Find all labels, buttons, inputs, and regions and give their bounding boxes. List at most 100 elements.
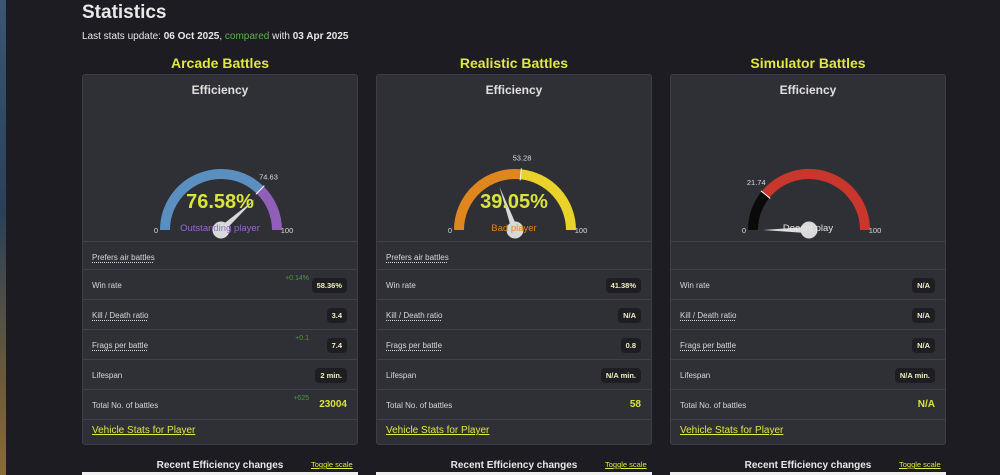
gauge-arc-above-reference [520,169,576,231]
frags-value: N/A [912,338,935,353]
kd-label[interactable]: Kill / Death ratio [680,311,737,320]
efficiency-card: Efficiency 21.74 0 100 Doesnt play Win rat… [670,74,946,445]
win-rate-row: Win rate N/A [671,269,945,299]
player-rating: Doesnt play [782,223,834,234]
update-prefix: Last stats update: [82,31,164,42]
simulator-column: Simulator Battles Efficiency 21.74 0 100 D… [670,54,946,445]
frags-label[interactable]: Frags per battle [92,341,149,350]
gauge-reference-label: 21.74 [747,178,766,187]
frags-label[interactable]: Frags per battle [680,341,737,350]
link-row [83,419,357,449]
kd-row: Kill / Death ratio N/A [377,299,651,329]
toggle-scale-link[interactable]: Toggle scale [899,460,941,469]
gauge-arc-above-reference [256,186,282,231]
frags-value: 7.4 [326,338,347,353]
lifespan-label: Lifespan [386,371,417,380]
prefers-row [671,241,945,269]
gauge-arc-below-reference [748,191,770,231]
gauge-reference-label: 74.63 [259,172,278,181]
win-rate-value: 58.36% [311,278,347,293]
efficiency-gauge: 74.63 0 100 [154,169,294,239]
vehicle-stats-link[interactable]: Vehicle Stats for Player [386,425,490,436]
gauge-arc-below-reference [454,169,522,231]
win-rate-label: Win rate [92,281,122,290]
compared-label: compared [224,31,270,42]
prefers-row: Prefers air battles [377,241,651,269]
battles-row: Total No. of battles +625 23004 [83,389,357,419]
compare-date: 03 Apr 2025 [292,31,349,42]
frags-label[interactable]: Frags per battle [386,341,443,350]
link-row [377,419,651,449]
toggle-scale-link[interactable]: Toggle scale [605,460,647,469]
recent-efficiency-title: Recent Efficiency changes [744,460,872,471]
frags-row: Frags per battle 0.8 [377,329,651,359]
toggle-scale-link[interactable]: Toggle scale [311,460,353,469]
efficiency-percent: 39.05% [480,191,548,213]
battles-delta: +625 [293,395,309,402]
stats-list: Win rate N/A Kill / Death ratio N/A Frag… [671,241,945,449]
kd-label[interactable]: Kill / Death ratio [386,311,443,320]
battles-row: Total No. of battles 58 [377,389,651,419]
gauge-min-label: 0 [448,226,452,235]
recent-efficiency-chart [670,472,946,475]
recent-efficiency-title: Recent Efficiency changes [156,460,284,471]
background-edge [0,0,6,475]
gauge-max-label: 100 [281,226,294,235]
gauge-max-label: 100 [575,226,588,235]
gauge-needle [218,199,256,233]
gauge-reference-tick [255,185,265,195]
win-rate-label: Win rate [386,281,416,290]
kd-row: Kill / Death ratio N/A [671,299,945,329]
page-title: Statistics [82,2,167,23]
efficiency-label: Efficiency [191,83,249,97]
update-date: 06 Oct 2025 [163,31,220,42]
vehicle-stats-link[interactable]: Vehicle Stats for Player [680,425,784,436]
frags-value: 0.8 [620,338,641,353]
link-row [671,419,945,449]
kd-value: N/A [618,308,641,323]
gauge-max-label: 100 [869,226,882,235]
efficiency-label: Efficiency [779,83,837,97]
prefers-label[interactable]: Prefers air battles [386,253,449,262]
gauge-arc-above-reference [761,169,870,231]
battle-mode-title: Realistic Battles [459,55,569,71]
lifespan-value: N/A min. [894,368,935,383]
stats-list: Prefers air battles Win rate 41.38% Kill… [377,241,651,449]
kd-row: Kill / Death ratio 3.4 [83,299,357,329]
efficiency-label: Efficiency [485,83,543,97]
player-rating: Outstanding player [180,223,260,234]
win-rate-label: Win rate [680,281,710,290]
lifespan-row: Lifespan N/A min. [671,359,945,389]
battles-label: Total No. of battles [386,401,453,410]
gauge-reference-label: 53.28 [513,153,532,162]
gauge-needle [499,186,519,232]
lifespan-value: 2 min. [315,368,347,383]
battle-mode-title: Simulator Battles [750,55,866,71]
frags-delta: +0.1 [295,335,309,342]
frags-row: Frags per battle +0.1 7.4 [83,329,357,359]
stats-update-line: Last stats update: 06 Oct 2025, compared… [82,31,349,42]
gauge-min-label: 0 [154,226,158,235]
lifespan-row: Lifespan 2 min. [83,359,357,389]
stats-list: Prefers air battles Win rate +0.14% 58.3… [83,241,357,449]
gauge-reference-tick [519,168,522,181]
with-label: with [269,31,293,42]
win-rate-row: Win rate +0.14% 58.36% [83,269,357,299]
vehicle-stats-link[interactable]: Vehicle Stats for Player [92,425,196,436]
efficiency-gauge: 53.28 0 100 [448,153,588,239]
battles-value: 58 [629,399,641,410]
gauge-min-label: 0 [742,226,746,235]
win-rate-row: Win rate 41.38% [377,269,651,299]
kd-value: N/A [912,308,935,323]
lifespan-label: Lifespan [680,371,711,380]
kd-label[interactable]: Kill / Death ratio [92,311,149,320]
prefers-row: Prefers air battles [83,241,357,269]
battles-label: Total No. of battles [680,401,747,410]
recent-efficiency-title: Recent Efficiency changes [450,460,578,471]
kd-value: 3.4 [326,308,347,323]
prefers-label[interactable]: Prefers air battles [92,253,155,262]
realistic-column: Realistic Battles Efficiency 53.28 0 100 3… [376,54,652,445]
battles-value: 23004 [319,399,347,410]
win-rate-delta: +0.14% [285,275,309,282]
lifespan-value: N/A min. [600,368,641,383]
